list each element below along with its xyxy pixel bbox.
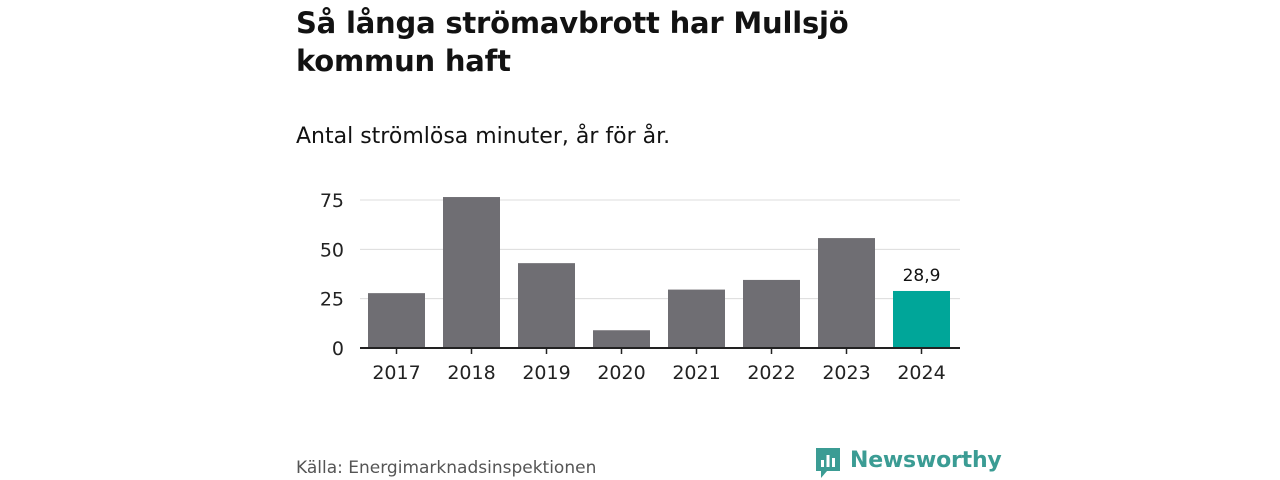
y-tick-label: 0	[332, 338, 344, 360]
chart-card: Så långa strömavbrott har Mullsjö kommun…	[296, 0, 1002, 480]
brand-name: Newsworthy	[850, 448, 1002, 473]
bar	[368, 293, 425, 348]
bar	[743, 279, 800, 348]
bar	[893, 290, 950, 348]
x-tick-label: 2018	[447, 362, 495, 384]
bar	[818, 238, 875, 348]
y-tick-label: 50	[320, 239, 344, 261]
brand-logo: Newsworthy	[814, 446, 1002, 480]
x-tick-label: 2017	[372, 362, 420, 384]
x-tick-label: 2019	[522, 362, 570, 384]
bar	[518, 263, 575, 348]
chart-subtitle: Antal strömlösa minuter, år för år.	[296, 124, 671, 149]
newsworthy-logo-icon	[816, 448, 840, 478]
bar-chart: 0 25 50 75 2017 2018 2019 2020 2021 2022 2023 2024 2…	[320, 190, 960, 384]
y-tick-label: 75	[320, 190, 344, 212]
data-label: 28,9	[903, 266, 941, 286]
x-tick-label: 2021	[672, 362, 720, 384]
bar	[668, 289, 725, 348]
x-tick-label: 2024	[897, 362, 945, 384]
bar	[593, 330, 650, 348]
bar	[443, 197, 500, 348]
chart-title: Så långa strömavbrott har Mullsjö kommun…	[296, 6, 849, 78]
y-tick-label: 25	[320, 289, 344, 311]
x-tick-label: 2023	[822, 362, 870, 384]
x-tick-label: 2020	[597, 362, 645, 384]
x-tick-label: 2022	[747, 362, 795, 384]
source-note: Källa: Energimarknadsinspektionen	[296, 458, 597, 478]
